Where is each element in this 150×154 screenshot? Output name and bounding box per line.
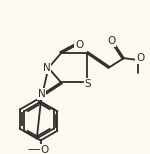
Text: O: O [40, 145, 49, 154]
Text: N: N [43, 63, 50, 73]
Text: O: O [75, 40, 84, 50]
Text: O: O [136, 53, 144, 63]
Text: S: S [85, 79, 91, 89]
Text: O: O [107, 36, 115, 46]
Text: N: N [38, 89, 45, 99]
